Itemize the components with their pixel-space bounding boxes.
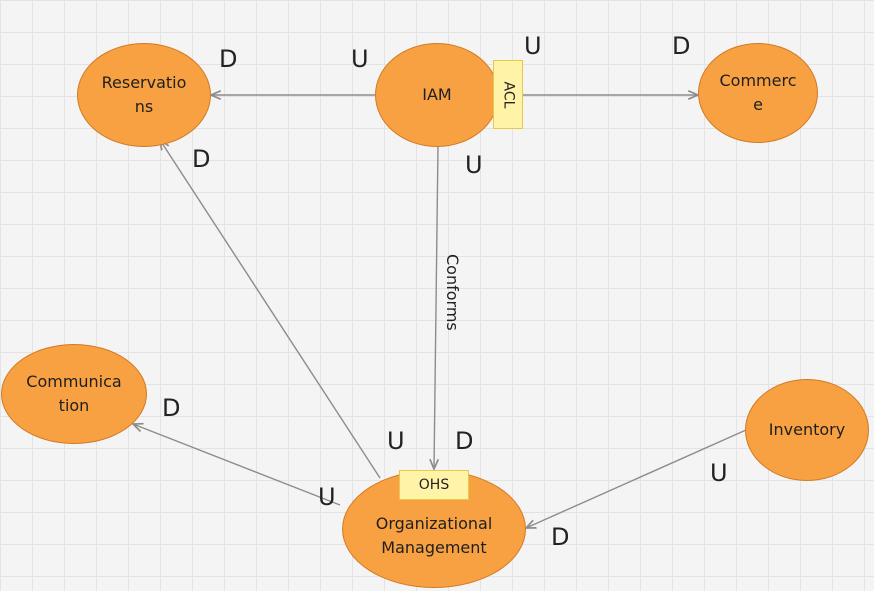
upstream-marker: U (318, 483, 336, 511)
edge-organizational-to-communication (133, 424, 341, 506)
edge-inventory-to-organizational (526, 429, 747, 528)
downstream-marker: D (219, 45, 238, 73)
acl-tag[interactable]: ACL (493, 60, 523, 129)
acl-label: ACL (500, 81, 516, 108)
node-label: tion (58, 396, 90, 415)
downstream-marker: D (551, 523, 570, 551)
node-commerce[interactable]: Commerc e (698, 43, 818, 143)
node-label: Reservatio (101, 73, 187, 92)
upstream-marker: U (465, 151, 483, 179)
ohs-tag[interactable]: OHS (399, 470, 469, 500)
node-inventory[interactable]: Inventory (745, 379, 869, 481)
node-label: Communica (26, 372, 122, 391)
upstream-marker: U (351, 45, 369, 73)
node-label: Inventory (768, 420, 846, 439)
node-label: ns (134, 97, 154, 116)
node-reservations[interactable]: Reservatio ns (77, 43, 211, 147)
node-communication[interactable]: Communica tion (1, 344, 147, 444)
downstream-marker: D (672, 32, 691, 60)
node-label: IAM (422, 85, 452, 104)
ohs-label: OHS (418, 477, 450, 493)
node-label: Management (381, 538, 487, 557)
node-organizational-management[interactable]: Organizational Management (342, 470, 526, 588)
downstream-marker: D (162, 394, 181, 422)
node-label: Commerc (719, 71, 797, 90)
node-label: Organizational (375, 514, 493, 533)
upstream-marker: U (387, 427, 405, 455)
edge-organizational-to-reservations (160, 140, 381, 479)
edge-iam-to-organizational (434, 144, 438, 469)
upstream-marker: U (710, 459, 728, 487)
conforms-label: Conforms (443, 254, 462, 331)
node-iam[interactable]: IAM (375, 43, 499, 147)
downstream-marker: D (455, 427, 474, 455)
downstream-marker: D (192, 145, 211, 173)
node-label: e (753, 95, 763, 114)
upstream-marker: U (524, 32, 542, 60)
